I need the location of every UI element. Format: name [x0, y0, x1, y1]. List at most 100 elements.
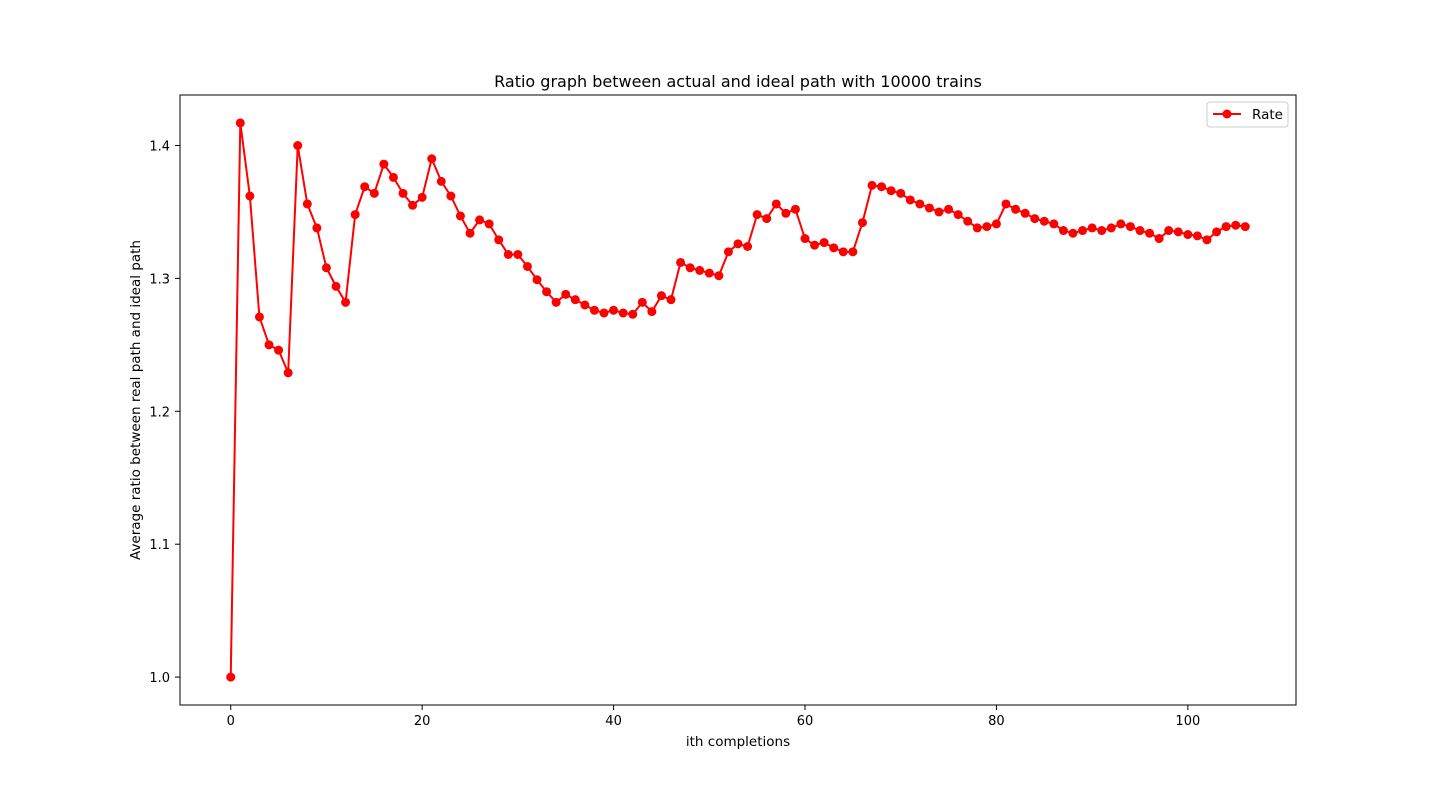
data-point [1154, 234, 1164, 244]
data-point [1145, 228, 1155, 238]
data-point [609, 305, 619, 315]
data-point [1164, 226, 1174, 236]
data-point [436, 176, 446, 186]
data-point [1212, 227, 1222, 237]
data-point [551, 297, 561, 307]
data-point [264, 340, 274, 350]
data-point [848, 247, 858, 257]
data-point [1173, 227, 1183, 237]
data-point [924, 203, 934, 213]
data-point [484, 219, 494, 229]
data-point [618, 308, 628, 318]
data-point [226, 672, 236, 682]
data-point [896, 188, 906, 198]
data-point [982, 222, 992, 232]
data-point [905, 195, 915, 205]
data-point [570, 295, 580, 305]
plot-area [226, 118, 1250, 682]
data-point [771, 199, 781, 209]
data-point [857, 218, 867, 228]
data-point [503, 249, 513, 259]
data-point [1202, 235, 1212, 245]
data-point [1030, 214, 1040, 224]
data-point [676, 257, 686, 267]
data-point [1039, 216, 1049, 226]
data-point [379, 159, 389, 169]
x-axis-label: ith completions [686, 734, 790, 750]
data-point [666, 295, 676, 305]
data-point [427, 154, 437, 164]
x-tick-label: 40 [605, 714, 622, 729]
data-point [1097, 226, 1107, 236]
data-point [1125, 222, 1135, 232]
data-point [790, 204, 800, 214]
data-point [388, 172, 398, 182]
data-point [1001, 199, 1011, 209]
data-point [743, 242, 753, 251]
data-point [465, 228, 475, 238]
data-point [274, 345, 284, 355]
data-point [599, 308, 609, 318]
data-point [417, 192, 427, 202]
y-tick-label: 1.3 [149, 272, 170, 287]
data-point [1011, 204, 1021, 214]
y-tick-label: 1.1 [149, 538, 170, 553]
data-point [1078, 226, 1088, 236]
data-point [829, 243, 839, 253]
data-point [331, 281, 341, 291]
data-point [1106, 223, 1116, 233]
data-point [1240, 222, 1250, 232]
data-point [991, 219, 1001, 229]
data-point [254, 312, 264, 322]
data-point [494, 235, 504, 245]
data-point [656, 291, 666, 301]
data-point [1221, 222, 1231, 232]
data-point [302, 199, 312, 209]
data-point [1116, 219, 1126, 229]
data-point [723, 247, 733, 257]
data-point [972, 223, 982, 233]
data-point [522, 261, 532, 271]
data-point [1058, 226, 1068, 236]
data-point [819, 238, 829, 248]
y-tick-label: 1.0 [149, 671, 170, 686]
data-point [1183, 230, 1193, 240]
data-point [647, 307, 657, 317]
legend-box [1206, 101, 1289, 128]
chart-title: Ratio graph between actual and ideal pat… [494, 72, 982, 91]
legend-marker [1222, 109, 1232, 119]
data-point [1020, 208, 1030, 218]
y-tick-label: 1.2 [149, 405, 170, 420]
data-point [953, 210, 963, 220]
axis-ticks: 0 20 40 60 80 100 1.0 1.1 1.2 1.3 1.4 [149, 140, 1200, 729]
y-tick-label: 1.4 [149, 140, 170, 155]
data-point [561, 289, 571, 299]
x-tick-label: 0 [227, 714, 235, 729]
data-point [283, 368, 293, 378]
x-tick-label: 20 [414, 714, 431, 729]
data-point [580, 300, 590, 310]
data-point [781, 208, 791, 218]
data-point [637, 297, 647, 307]
data-point [293, 141, 303, 150]
data-point [752, 210, 762, 220]
data-point [321, 263, 331, 273]
series-line [229, 121, 1246, 678]
legend: Rate [1206, 101, 1289, 128]
data-point [235, 118, 245, 128]
data-point [963, 216, 973, 226]
data-point [245, 191, 255, 201]
data-point [762, 214, 772, 224]
data-point [455, 211, 465, 221]
data-point [360, 182, 370, 192]
data-point [408, 200, 418, 210]
data-point [1192, 231, 1202, 241]
data-point [1068, 228, 1078, 238]
data-point [877, 182, 887, 192]
x-tick-label: 60 [797, 714, 814, 729]
data-point [944, 204, 954, 214]
data-point [915, 199, 925, 209]
data-point [1231, 220, 1241, 230]
